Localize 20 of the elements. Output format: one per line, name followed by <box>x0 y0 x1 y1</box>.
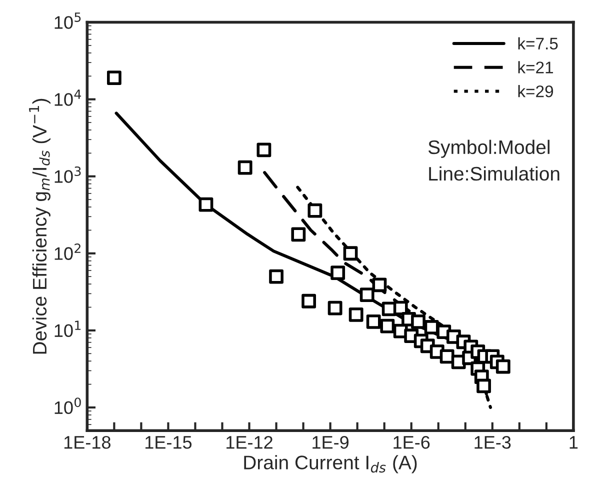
y-tick-label: 10$^{1}$ <box>54 320 81 338</box>
annotation: Symbol:Model <box>428 140 550 158</box>
x-tick-label: 1E-12 <box>226 436 272 449</box>
y-tick-label: 10$^{2}$ <box>54 244 80 260</box>
annotation: Line:Simulation <box>429 166 560 181</box>
y-tick-label: 10$^{3}$ <box>54 166 81 183</box>
x-tick-label: 1 <box>570 436 578 449</box>
y-tick-label: 10$^{0}$ <box>54 398 81 414</box>
x-tick-label: 1E-9 <box>312 436 349 449</box>
legend-label: k=21 <box>518 61 553 74</box>
y-tick-label: 10$^{4}$ <box>54 90 82 106</box>
x-axis-title: Drain Current I$_{ds}$ (A) <box>244 455 417 474</box>
y-tick-label: 10$^{5}$ <box>54 12 81 29</box>
y-axis-title: Device Efficiency g$_{m}$/I$_{ds}$ (V$^{−1}$) <box>29 98 50 354</box>
x-tick-label: 1E-3 <box>474 436 511 449</box>
legend-label: k=7.5 <box>518 37 558 50</box>
x-tick-label: 1E-18 <box>64 436 110 449</box>
legend-label: k=29 <box>518 85 554 98</box>
x-tick-label: 1E-15 <box>146 436 192 449</box>
x-tick-label: 1E-6 <box>394 436 430 449</box>
